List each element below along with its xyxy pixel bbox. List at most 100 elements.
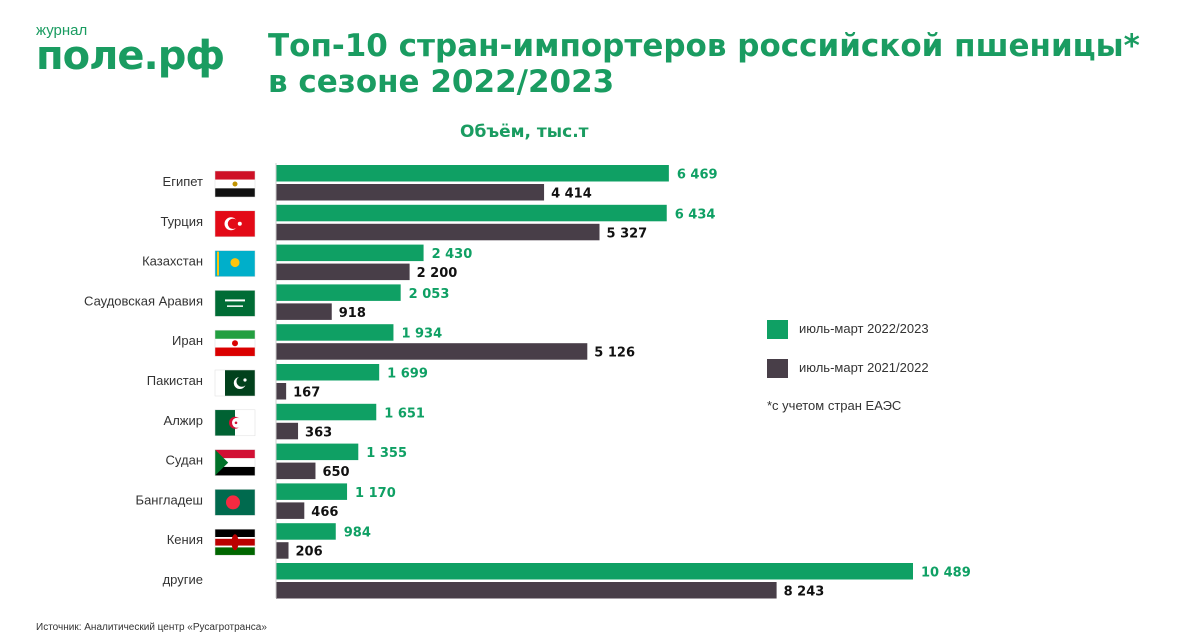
- bar-2022-2023: [276, 443, 359, 461]
- data-label-2021-2022: 167: [293, 386, 320, 401]
- bar-2021-2022: [276, 502, 305, 519]
- iran-flag-part: [232, 340, 238, 347]
- legend-swatch-green: [767, 320, 788, 339]
- saudi-arabia-flag: [214, 290, 256, 317]
- data-label-2021-2022: 5 327: [607, 226, 648, 241]
- source-note: Источник: Аналитический центр «Русагротр…: [36, 622, 267, 633]
- sudan-flag-part: [215, 466, 255, 476]
- iran-flag-part: [215, 347, 255, 357]
- kazakhstan-flag-part: [217, 251, 219, 276]
- algeria-flag-part: [235, 409, 255, 436]
- data-label-2022-2023: 6 469: [677, 168, 718, 183]
- bangladesh-flag-part: [226, 495, 240, 510]
- data-label-2021-2022: 5 126: [594, 346, 635, 361]
- category-label: Пакистан: [147, 373, 203, 388]
- data-label-2021-2022: 363: [305, 425, 332, 440]
- bar-2022-2023: [276, 284, 401, 301]
- bar-2022-2023: [276, 324, 394, 341]
- category-label: Алжир: [164, 413, 203, 428]
- page-title: Топ-10 стран-импортеров российской пшени…: [268, 28, 1140, 100]
- iran-flag: [214, 329, 256, 357]
- pakistan-flag-part: [215, 370, 225, 396]
- chart-subtitle: Объём, тыс.т: [460, 122, 589, 142]
- data-label-2021-2022: 650: [322, 465, 349, 480]
- bar-2021-2022: [276, 462, 316, 480]
- logo-big-text: поле.рф: [36, 33, 225, 79]
- bar-2021-2022: [276, 422, 299, 440]
- data-label-2021-2022: 8 243: [784, 585, 825, 600]
- bar-2022-2023: [276, 244, 424, 262]
- data-label-2022-2023: 2 430: [432, 247, 473, 262]
- title-line-1: Топ-10 стран-импортеров российской пшени…: [268, 28, 1140, 64]
- bar-2021-2022: [276, 383, 287, 400]
- data-label-2021-2022: 918: [339, 306, 366, 321]
- data-label-2022-2023: 10 489: [921, 566, 971, 581]
- category-label: Кения: [167, 532, 203, 547]
- bar-2022-2023: [276, 364, 380, 381]
- kazakhstan-flag: [214, 250, 256, 277]
- bar-2021-2022: [276, 343, 588, 360]
- kenya-flag-part: [215, 547, 255, 556]
- bar-2021-2022: [276, 263, 410, 281]
- bar-2021-2022: [276, 582, 777, 599]
- pakistan-flag: [214, 369, 256, 397]
- bangladesh-flag: [214, 489, 256, 516]
- category-label: Судан: [166, 453, 203, 468]
- footnote: *с учетом стран ЕАЭС: [767, 398, 902, 413]
- category-label: Казахстан: [142, 254, 203, 269]
- bar-2022-2023: [276, 563, 913, 580]
- bar-2022-2023: [276, 483, 348, 500]
- data-label-2022-2023: 1 699: [387, 367, 428, 382]
- category-label: Турция: [160, 214, 203, 229]
- data-label-2022-2023: 2 053: [409, 287, 450, 302]
- turkey-flag-part: [227, 218, 239, 229]
- bar-2022-2023: [276, 403, 377, 421]
- algeria-flag: [214, 409, 256, 437]
- logo-small-text: журнал: [36, 22, 88, 39]
- data-label-2022-2023: 1 355: [366, 446, 407, 461]
- kenya-flag-part: [231, 534, 239, 551]
- kenya-flag-part: [215, 529, 255, 537]
- bar-2021-2022: [276, 542, 289, 559]
- algeria-flag-part: [234, 421, 238, 425]
- sudan-flag-part: [215, 449, 229, 476]
- bar-2022-2023: [276, 523, 336, 540]
- bar-2021-2022: [276, 223, 600, 241]
- bar-2021-2022: [276, 303, 332, 320]
- turkey-flag-part: [237, 221, 242, 226]
- data-label-2022-2023: 984: [344, 526, 371, 541]
- data-label-2022-2023: 6 434: [675, 207, 716, 222]
- bar-2021-2022: [276, 184, 545, 201]
- bar-2022-2023: [276, 204, 667, 222]
- legend-swatch-dark: [767, 359, 788, 378]
- kenya-flag: [214, 528, 256, 556]
- data-label-2021-2022: 466: [311, 505, 338, 520]
- legend-label: июль-март 2021/2022: [799, 360, 929, 375]
- category-label: Бангладеш: [136, 492, 203, 507]
- category-label: Саудовская Аравия: [84, 293, 203, 308]
- egypt-flag-part: [215, 188, 255, 197]
- logo: журнал поле.рф: [36, 22, 225, 79]
- saudi-arabia-flag-part: [225, 299, 245, 302]
- data-label-2022-2023: 1 934: [401, 327, 442, 342]
- iran-flag-part: [215, 330, 255, 339]
- saudi-arabia-flag-part: [215, 290, 255, 317]
- title-line-2: в сезоне 2022/2023: [268, 64, 615, 100]
- bar-2022-2023: [276, 165, 669, 182]
- turkey-flag: [214, 210, 256, 238]
- legend-label: июль-март 2022/2023: [799, 321, 929, 336]
- category-label: другие: [163, 572, 203, 587]
- sudan-flag-part: [215, 458, 255, 467]
- data-label-2021-2022: 4 414: [551, 187, 592, 202]
- data-label-2022-2023: 1 170: [355, 486, 396, 501]
- data-label-2021-2022: 206: [296, 545, 323, 560]
- kazakhstan-flag-part: [230, 258, 240, 268]
- data-label-2021-2022: 2 200: [417, 266, 458, 281]
- egypt-flag: [214, 170, 256, 198]
- sudan-flag: [214, 449, 256, 476]
- pakistan-flag-part: [243, 378, 247, 382]
- data-label-2022-2023: 1 651: [384, 406, 425, 421]
- egypt-flag-part: [232, 181, 238, 187]
- algeria-flag-part: [215, 409, 235, 436]
